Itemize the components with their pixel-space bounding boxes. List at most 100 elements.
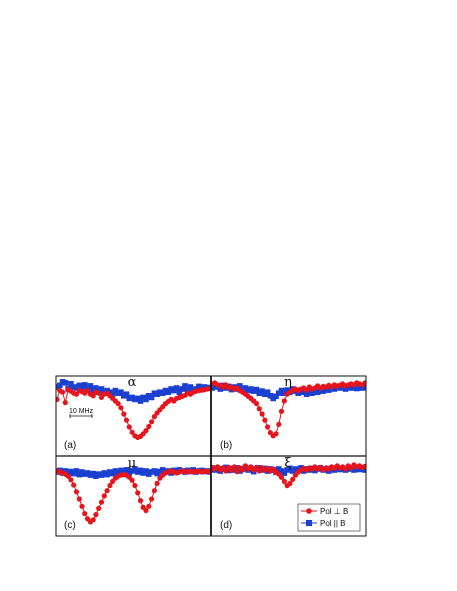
panel-a-letter: (a)	[64, 440, 76, 451]
panel-d-par-point	[264, 468, 271, 474]
panel-a-perp-point	[143, 428, 149, 434]
panel-a-par-point	[173, 385, 180, 391]
panel-c-par-point	[93, 473, 99, 479]
panel-c-perp-point	[71, 482, 77, 488]
panel-d-perp-point	[234, 469, 240, 475]
panel-a-perp-point	[121, 411, 127, 417]
panel-c-perp-point	[90, 517, 96, 523]
panel-c-perp-point	[143, 507, 149, 514]
panel-c-perp-point	[151, 488, 157, 494]
panel-b-par-point	[259, 388, 265, 394]
panel-a-perp-point	[73, 391, 80, 397]
panel-a-plot-area	[56, 379, 211, 440]
panel-b-perp-point	[256, 406, 262, 412]
panel-d-title: ξ	[284, 456, 291, 471]
panel-b-par-point	[295, 390, 301, 396]
panel-a	[55, 375, 212, 457]
panel-d-perp-point	[278, 474, 285, 480]
panel-c-perp-point	[149, 496, 155, 502]
panel-a-perp-point	[129, 429, 135, 435]
panel-c-perp-point	[76, 496, 82, 502]
panel-b-par-point	[281, 390, 288, 396]
panel-d-par-point	[362, 467, 366, 473]
panel-a-par-point	[76, 382, 83, 389]
panel-c-par-point	[123, 467, 130, 473]
panel-d-perp-point	[223, 468, 229, 474]
panel-a-par-point	[93, 385, 99, 391]
panel-a-perp-point	[123, 417, 130, 423]
panel-c-perp-point	[65, 473, 71, 479]
panel-a-par-point	[182, 383, 188, 389]
panel-c-perp-point	[68, 477, 74, 483]
panel-c-par-point	[68, 468, 74, 475]
panel-a-perp-point	[85, 388, 91, 394]
panel-b-perp-point	[273, 431, 279, 437]
panel-a-par-point	[184, 387, 191, 393]
panel-d-par-point	[281, 470, 288, 476]
panel-b-par-point	[314, 389, 321, 395]
legend-par-label: Pol || B	[320, 519, 346, 528]
panel-c-perp-point	[79, 503, 85, 509]
panel-d-perp-point	[287, 480, 293, 487]
panel-c-par-point	[73, 468, 80, 474]
panel-a-par-point	[68, 381, 74, 387]
panel-d-perp-point	[231, 464, 237, 470]
panel-a-par-point	[79, 386, 85, 392]
panel-c-letter: (c)	[64, 520, 76, 531]
panel-c-perp-point	[82, 510, 88, 517]
panel-a-par-point	[187, 384, 194, 390]
panel-c-perp-point	[107, 482, 113, 489]
panel-a-par-point	[143, 396, 149, 403]
panel-a-par-point	[123, 391, 130, 397]
panel-b	[210, 375, 367, 457]
panel-a-perp-point	[90, 393, 96, 399]
panel-d-perp-point	[253, 464, 260, 470]
panel-a-par-point	[57, 382, 63, 389]
legend: Pol ⊥ B Pol || B	[297, 503, 361, 532]
legend-par-marker	[306, 520, 312, 526]
panel-b-par-point	[284, 387, 290, 393]
panel-b-par-point	[326, 387, 332, 393]
panel-c-perp-point	[154, 480, 160, 486]
panels-layer	[55, 375, 367, 537]
panel-a-perp-point	[115, 401, 121, 407]
panel-b-title: η	[284, 375, 292, 390]
panel-c-perp-point	[137, 498, 144, 504]
panel-a-perp-point	[149, 419, 155, 425]
panel-d-plot-area	[211, 462, 366, 489]
panel-a-perp-point	[62, 400, 68, 406]
panel-b-par-point	[309, 390, 315, 396]
panel-a-perp-point	[56, 396, 60, 402]
panel-c-perp-point	[132, 482, 138, 489]
panel-a-par-point	[165, 389, 172, 395]
panel-b-par-point	[303, 391, 310, 397]
panel-d-perp-point	[240, 467, 246, 473]
panel-c-perp-point	[96, 505, 102, 511]
panel-d-par-point	[223, 464, 229, 471]
panel-a-perp-point	[96, 390, 102, 396]
panel-d-letter: (d)	[220, 520, 232, 531]
legend-perp-marker	[306, 508, 312, 514]
panel-a-perp-point	[151, 414, 157, 420]
panel-b-perp-point	[276, 421, 282, 427]
panel-a-par-point	[176, 389, 183, 395]
panel-c-par-point	[112, 468, 119, 474]
panel-a-perp-point	[126, 424, 132, 430]
panel-b-par-point	[253, 386, 260, 393]
panel-a-perp-point	[146, 423, 152, 430]
panel-b-par-point	[348, 385, 354, 391]
panel-c-par-point	[62, 468, 69, 474]
panel-c-perp-point	[104, 488, 110, 494]
panel-c-par-point	[143, 468, 149, 474]
scale-bar-label: 10 MHz	[69, 408, 94, 415]
panel-d-par-point	[284, 467, 290, 473]
panel-b-par-point	[217, 386, 224, 392]
panel-c-perp-point	[129, 477, 135, 483]
panel-a-par-point	[62, 380, 69, 386]
panel-a-par-point	[137, 398, 144, 404]
panel-b-perp-point	[281, 398, 287, 404]
panel-b-perp-point	[262, 417, 268, 423]
panel-b-perp-point	[362, 380, 366, 386]
panel-c-perp-point	[98, 499, 105, 505]
panel-b-perp-point	[278, 408, 285, 414]
